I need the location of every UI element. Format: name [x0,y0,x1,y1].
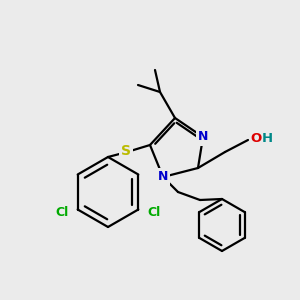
Text: S: S [121,144,131,158]
Text: Cl: Cl [148,206,161,219]
Text: N: N [158,170,168,184]
Text: Cl: Cl [55,206,68,219]
Text: O: O [250,131,261,145]
Text: H: H [262,131,273,145]
Text: N: N [198,130,208,143]
